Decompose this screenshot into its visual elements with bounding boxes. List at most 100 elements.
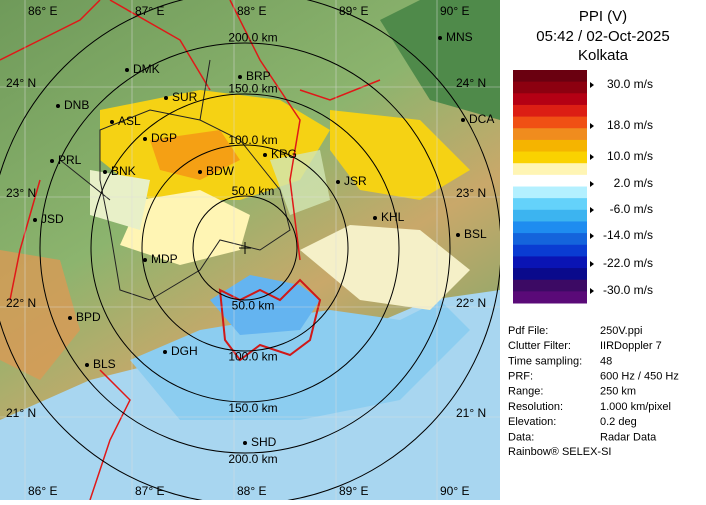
legend-swatch [513, 186, 587, 199]
info-value: IIRDoppler 7 [600, 340, 662, 352]
station-dot [243, 441, 247, 445]
station-dot [110, 120, 114, 124]
legend-pointer [590, 288, 594, 294]
legend-label: 18.0 m/s [607, 118, 653, 132]
lat-label: 21° N [6, 406, 36, 420]
legend-label: -30.0 m/s [603, 283, 653, 297]
range-ring [90, 93, 400, 403]
panel-title: PPI (V) [579, 8, 627, 25]
legend-swatch [513, 163, 587, 176]
station-label: BRP [246, 69, 271, 83]
info-key: Data: [508, 431, 534, 443]
station-label: MDP [151, 252, 178, 266]
lon-label: 88° E [237, 4, 266, 18]
legend-label: -22.0 m/s [603, 256, 653, 270]
station-dot [373, 216, 377, 220]
station-dot [103, 170, 107, 174]
info-key: Elevation: [508, 416, 556, 428]
range-ring [192, 195, 298, 301]
legend-swatch [513, 70, 587, 83]
info-value: 250 km [600, 386, 636, 398]
legend-swatch [513, 233, 587, 246]
station-label: BLS [93, 357, 116, 371]
station-label: DCA [469, 112, 494, 126]
legend-swatch [513, 116, 587, 129]
legend-swatch [513, 244, 587, 257]
legend-pointer [590, 233, 594, 239]
station-dot [85, 363, 89, 367]
lat-label: 23° N [456, 186, 486, 200]
info-value: 250V.ppi [600, 325, 642, 337]
station-dot [143, 137, 147, 141]
station-label: PRL [58, 153, 82, 167]
info-value: 1.000 km/pixel [600, 401, 671, 413]
station-dot [33, 218, 37, 222]
station-dot [461, 118, 465, 122]
legend-label: 2.0 m/s [614, 176, 653, 190]
station-label: SUR [172, 90, 198, 104]
lon-label: 90° E [440, 4, 469, 18]
lon-label: 86° E [28, 484, 57, 498]
lat-label: 22° N [6, 296, 36, 310]
legend-pointer [590, 82, 594, 88]
station-label: JSD [41, 212, 64, 226]
panel-footer: Rainbow® SELEX-SI [508, 446, 612, 458]
range-label: 200.0 km [228, 452, 277, 466]
legend-label: 30.0 m/s [607, 77, 653, 91]
station-label: BSL [464, 227, 487, 241]
legend-pointer [590, 181, 594, 187]
range-label: 100.0 km [228, 350, 277, 364]
range-label: 150.0 km [228, 401, 277, 415]
legend-swatch [513, 221, 587, 234]
lon-label: 88° E [237, 484, 266, 498]
station-label: DGH [171, 344, 198, 358]
range-ring [39, 42, 451, 454]
legend-swatch [513, 128, 587, 141]
station-dot [438, 36, 442, 40]
info-value: 0.2 deg [600, 416, 637, 428]
station-label: DNB [64, 98, 89, 112]
range-label: 50.0 km [232, 298, 275, 312]
station-dot [198, 170, 202, 174]
legend-swatch [513, 209, 587, 222]
legend-swatch [513, 174, 587, 187]
lon-label: 86° E [28, 4, 57, 18]
station-dot [143, 258, 147, 262]
lon-label: 89° E [339, 4, 368, 18]
lat-label: 24° N [456, 76, 486, 90]
station-label: KRG [271, 147, 297, 161]
panel-time: 05:42 / 02-Oct-2025 [536, 28, 669, 45]
legend-pointer [590, 207, 594, 213]
lat-label: 23° N [6, 186, 36, 200]
legend-label: 10.0 m/s [607, 149, 653, 163]
info-key: Pdf File: [508, 325, 548, 337]
range-label: 200.0 km [228, 30, 277, 44]
range-label: 100.0 km [228, 133, 277, 147]
info-key: Clutter Filter: [508, 340, 571, 352]
range-label: 150.0 km [228, 82, 277, 96]
info-value: Radar Data [600, 431, 657, 443]
station-dot [50, 159, 54, 163]
legend-swatch [513, 93, 587, 106]
map [0, 0, 500, 500]
lon-label: 87° E [135, 484, 164, 498]
legend-pointer [590, 261, 594, 267]
range-ring [141, 144, 349, 352]
station-dot [68, 316, 72, 320]
station-dot [56, 104, 60, 108]
station-dot [164, 96, 168, 100]
station-label: KHL [381, 210, 405, 224]
legend-pointer [590, 123, 594, 129]
station-label: SHD [251, 435, 277, 449]
legend-swatch [513, 81, 587, 94]
lat-label: 24° N [6, 76, 36, 90]
legend-label: -14.0 m/s [603, 228, 653, 242]
station-dot [125, 68, 129, 72]
station-label: ASL [118, 114, 141, 128]
station-label: MNS [446, 30, 473, 44]
panel-site: Kolkata [578, 47, 629, 64]
legend-swatch [513, 279, 587, 292]
station-label: JSR [344, 174, 367, 188]
lon-label: 90° E [440, 484, 469, 498]
station-label: BNK [111, 164, 136, 178]
